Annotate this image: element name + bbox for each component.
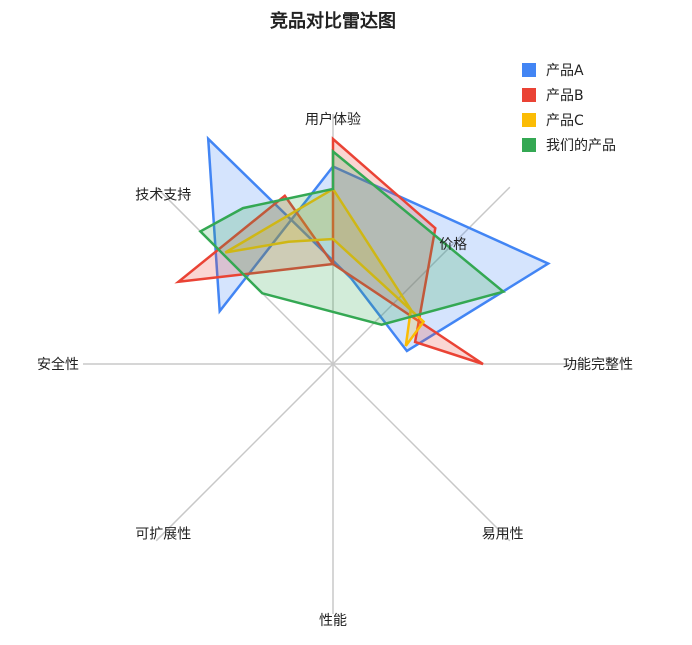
axis-label-1: 价格 (439, 237, 467, 253)
axes-layer (83, 114, 583, 614)
legend: 产品A 产品B 产品C 我们的产品 (522, 63, 616, 154)
legend-label-1: 产品B (546, 88, 584, 104)
axis-line-1 (332, 186, 511, 365)
axis-line-5 (155, 363, 334, 542)
legend-swatch-3 (522, 138, 536, 152)
legend-label-3: 我们的产品 (546, 138, 616, 154)
legend-swatch-0 (522, 63, 536, 77)
axis-label-6: 安全性 (37, 356, 79, 373)
series-area-2 (224, 187, 426, 347)
legend-label-0: 产品A (546, 63, 584, 79)
axis-label-0: 用户体验 (305, 111, 361, 128)
axis-label-2: 功能完整性 (563, 357, 633, 373)
axis-label-7: 技术支持 (135, 187, 191, 203)
legend-label-2: 产品C (546, 113, 584, 129)
axis-label-3: 易用性 (482, 527, 524, 543)
axis-line-3 (332, 363, 511, 542)
series-area-3 (198, 148, 506, 326)
legend-item-2: 产品C (522, 113, 584, 129)
legend-swatch-1 (522, 88, 536, 102)
axis-label-5: 可扩展性 (135, 527, 191, 543)
legend-item-0: 产品A (522, 63, 584, 79)
series-layer (174, 135, 551, 366)
legend-item-3: 我们的产品 (522, 138, 616, 154)
series-area-0 (206, 135, 551, 353)
chart-title: 竞品对比雷达图 (270, 10, 396, 32)
legend-swatch-2 (522, 113, 536, 127)
legend-item-1: 产品B (522, 88, 584, 104)
axis-label-4: 性能 (319, 613, 347, 629)
